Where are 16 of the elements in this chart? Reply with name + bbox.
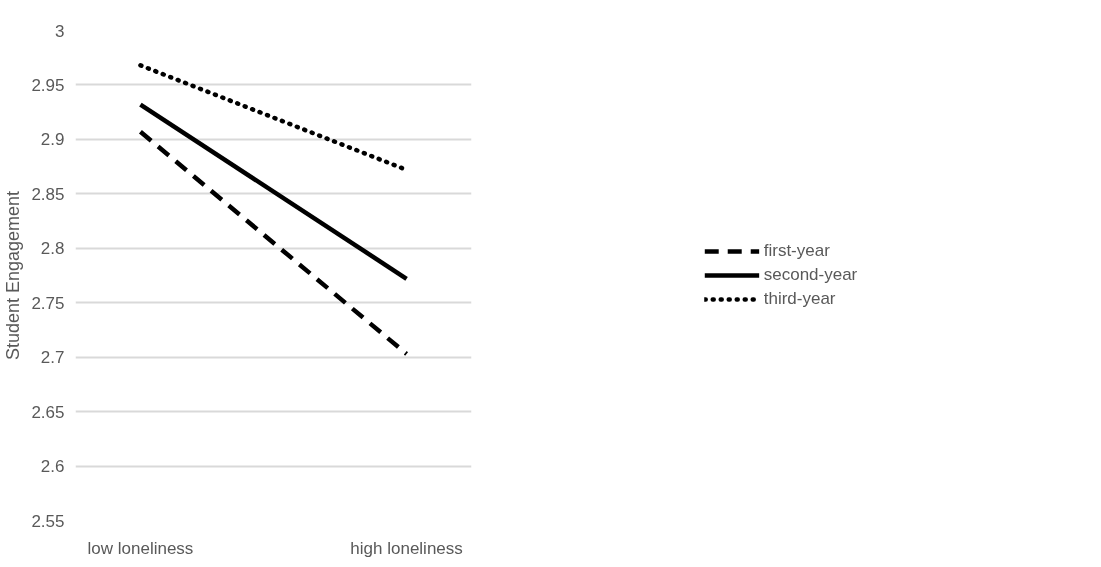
y-tick-label: 2.85: [31, 184, 65, 204]
y-tick-label: 2.7: [40, 348, 65, 368]
y-tick-label: 2.8: [40, 239, 65, 259]
y-tick-label: 3: [55, 21, 65, 41]
y-tick-label: 2.65: [31, 402, 65, 422]
x-tick-label: high loneliness: [350, 538, 463, 558]
legend-label: first-year: [763, 241, 830, 261]
legend-label: second-year: [763, 265, 858, 285]
y-tick-label: 2.55: [31, 511, 65, 531]
y-tick-label: 2.75: [31, 293, 65, 313]
y-tick-label: 2.95: [31, 75, 65, 95]
x-tick-label: low loneliness: [87, 538, 194, 558]
legend-label: third-year: [763, 289, 836, 309]
y-axis-title: Student Engagement: [3, 190, 24, 361]
y-tick-label: 2.6: [40, 457, 65, 477]
y-tick-label: 2.9: [40, 130, 65, 150]
